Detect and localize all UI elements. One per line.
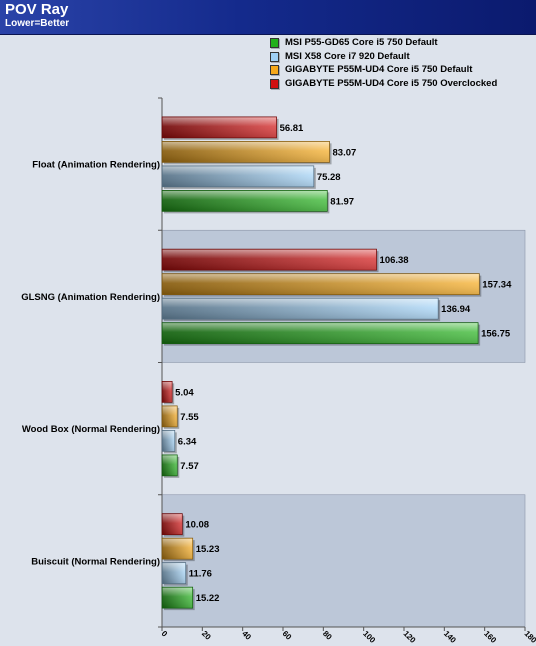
x-tick-label: 140 [442, 629, 458, 645]
x-tick-label: 40 [240, 629, 253, 642]
legend-entry: GIGABYTE P55M-UD4 Core i5 750 Overclocke… [268, 77, 534, 91]
legend-swatch [270, 65, 279, 75]
x-tick-label: 160 [482, 629, 498, 645]
bar-gloss [162, 323, 478, 344]
x-tick-label: 100 [361, 629, 377, 645]
category-band [161, 494, 526, 628]
chart-legend: MSI P55-GD65 Core i5 750 Default MSI X58… [268, 36, 534, 90]
category-label: Float (Animation Rendering) [32, 160, 160, 171]
bar-gloss [162, 141, 330, 162]
data-label: 81.97 [330, 196, 354, 207]
legend-swatch [270, 78, 279, 89]
x-tick-label: 60 [281, 629, 294, 642]
bar-gloss [162, 166, 314, 187]
legend-swatch [270, 38, 279, 48]
category-label: Buiscuit (Normal Rendering) [31, 556, 160, 567]
data-label: 7.55 [180, 412, 199, 423]
bar-gloss [162, 514, 182, 535]
legend-label: MSI X58 Core i7 920 Default [285, 50, 410, 62]
data-label: 15.23 [196, 544, 220, 555]
data-label: 5.04 [175, 387, 194, 398]
data-label: 75.28 [317, 172, 341, 183]
bar-gloss [162, 249, 377, 270]
x-tick-label: 0 [160, 629, 170, 639]
data-label: 11.76 [189, 569, 212, 580]
x-tick-label: 120 [402, 629, 418, 645]
legend-entry: MSI X58 Core i7 920 Default [268, 50, 534, 64]
bar-gloss [162, 298, 438, 319]
legend-entry: GIGABYTE P55M-UD4 Core i5 750 Default [268, 63, 534, 77]
data-label: 6.34 [178, 436, 197, 447]
x-tick-label: 20 [200, 629, 213, 642]
bar-gloss [162, 274, 479, 295]
bar-gloss [162, 406, 177, 427]
data-label: 106.38 [380, 255, 409, 266]
legend-label: MSI P55-GD65 Core i5 750 Default [285, 37, 438, 48]
data-label: 7.57 [180, 461, 199, 472]
bar-gloss [162, 538, 193, 559]
chart-title: POV Ray [5, 1, 69, 18]
legend-label: GIGABYTE P55M-UD4 Core i5 750 Overclocke… [285, 77, 498, 89]
data-label: 56.81 [280, 123, 304, 134]
chart-subtitle: Lower=Better [5, 18, 70, 29]
category-label: Wood Box (Normal Rendering) [22, 424, 160, 435]
data-label: 15.22 [196, 593, 220, 604]
chart-header: POV Ray Lower=Better [0, 0, 536, 35]
bar-gloss [162, 587, 193, 608]
x-tick-label: 180 [523, 629, 536, 645]
data-label: 136.94 [441, 304, 471, 315]
legend-label: GIGABYTE P55M-UD4 Core i5 750 Default [285, 64, 473, 75]
data-label: 157.34 [482, 280, 512, 291]
bar-gloss [162, 190, 327, 211]
category-label: GLSNG (Animation Rendering) [21, 292, 160, 303]
bar-gloss [162, 455, 177, 476]
legend-entry: MSI P55-GD65 Core i5 750 Default [268, 36, 534, 50]
x-tick-label: 80 [321, 629, 334, 642]
bar-gloss [162, 117, 277, 138]
data-label: 10.08 [185, 520, 209, 531]
legend-swatch [270, 51, 279, 62]
data-label: 83.07 [333, 147, 357, 158]
bar-gloss [162, 563, 186, 584]
data-label: 156.75 [481, 329, 511, 340]
bar-gloss [162, 381, 172, 402]
bar-gloss [162, 430, 175, 451]
